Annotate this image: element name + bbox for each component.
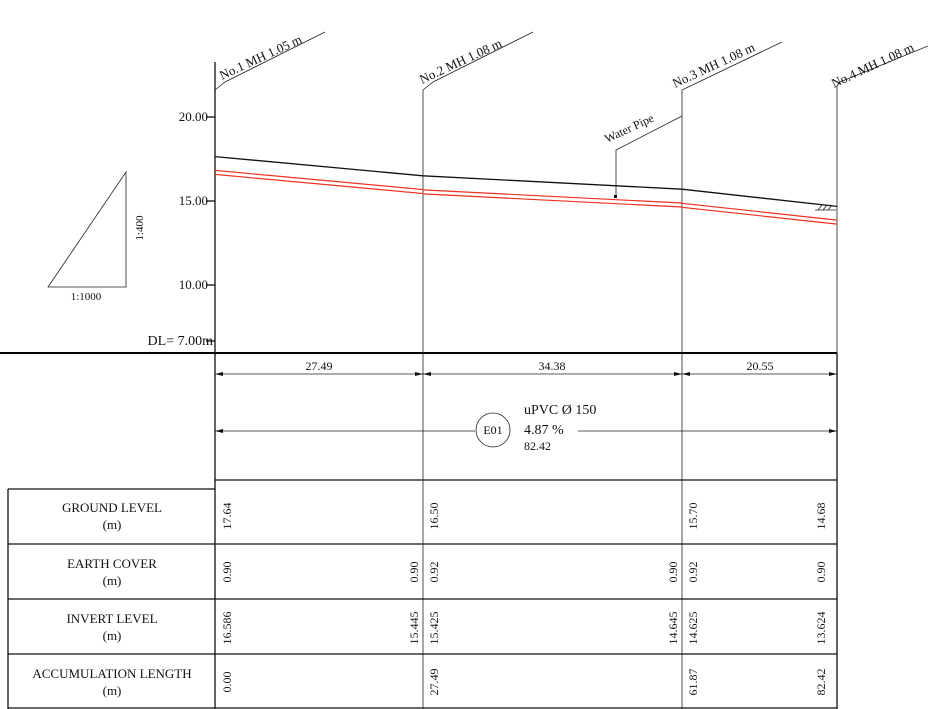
accumulation-length-mh1: 0.00 <box>220 672 234 693</box>
manhole-3-label: No.3 MH 1.08 m <box>670 39 757 90</box>
ground-hatch-symbol <box>815 204 836 211</box>
earth-cover-mh3-in: 0.90 <box>666 562 680 583</box>
manhole-1-leader <box>214 31 326 91</box>
hatch-1 <box>817 204 823 211</box>
arrow-2b <box>674 372 682 376</box>
segment-length-2: 34.38 <box>539 359 566 373</box>
elevation-axis: 20.00 15.00 10.00 DL= 7.00m <box>148 62 216 355</box>
segment-dimensions: 27.49 34.38 20.55 <box>215 359 837 376</box>
row-unit-ground-level: (m) <box>103 517 122 532</box>
elevation-label-20: 20.00 <box>179 109 208 124</box>
manhole-3-leader <box>681 41 783 113</box>
invert-level-mh4: 13.624 <box>814 612 828 645</box>
manhole-2-leader <box>422 31 534 91</box>
earth-cover-mh2-out: 0.92 <box>427 562 441 583</box>
invert-level-mh2-in: 15.445 <box>407 612 421 645</box>
accumulation-length-mh2: 27.49 <box>427 669 441 696</box>
pipe-total-length: 82.42 <box>524 439 551 453</box>
data-table: GROUND LEVEL (m) EARTH COVER (m) INVERT … <box>7 488 837 709</box>
row-label-invert-level: INVERT LEVEL <box>66 611 157 626</box>
pipe-top-line <box>214 169 838 221</box>
profile-lines <box>214 155 838 225</box>
row-unit-invert-level: (m) <box>103 628 122 643</box>
ground-level-line <box>214 155 838 208</box>
invert-level-mh2-out: 15.425 <box>427 612 441 645</box>
hatch-3 <box>827 204 833 211</box>
invert-level-mh1: 16.586 <box>220 612 234 645</box>
arrow-1a <box>215 372 223 376</box>
manhole-2-label: No.2 MH 1.08 m <box>417 35 504 86</box>
water-pipe-marker <box>614 195 617 198</box>
pipe-material: uPVC Ø 150 <box>524 403 596 418</box>
pipe-invert-line <box>214 173 838 225</box>
scale-triangle-shape <box>47 170 127 288</box>
accumulation-length-mh3: 61.87 <box>686 669 700 696</box>
arrow-1b <box>415 372 423 376</box>
hatch-2 <box>822 204 828 211</box>
pipe-tag-circle <box>475 412 511 448</box>
manhole-labels: No.1 MH 1.05 m No.2 MH 1.08 m No.3 MH 1.… <box>214 31 928 113</box>
invert-level-mh3-out: 14.625 <box>686 612 700 645</box>
segment-length-1: 27.49 <box>306 359 333 373</box>
ground-level-mh3: 15.70 <box>686 503 700 530</box>
row-label-ground-level: GROUND LEVEL <box>62 500 162 515</box>
ground-level-mh4: 14.68 <box>814 503 828 530</box>
earth-cover-mh2-in: 0.90 <box>407 562 421 583</box>
water-pipe-label: Water Pipe <box>602 111 656 146</box>
pipe-spec-arrow-left <box>215 429 223 433</box>
row-unit-earth-cover: (m) <box>103 573 122 588</box>
segment-length-3: 20.55 <box>747 359 774 373</box>
arrow-3b <box>829 372 837 376</box>
water-pipe-leader <box>615 115 683 197</box>
earth-cover-mh4: 0.90 <box>814 562 828 583</box>
pipe-spec-arrow-right <box>829 429 837 433</box>
row-label-earth-cover: EARTH COVER <box>67 556 157 571</box>
invert-level-mh3-in: 14.645 <box>666 612 680 645</box>
elevation-label-10: 10.00 <box>179 277 208 292</box>
arrow-2a <box>423 372 431 376</box>
scale-triangle: 1:400 1:1000 <box>47 170 146 303</box>
horizontal-scale-label: 1:1000 <box>71 291 102 303</box>
pipe-slope: 4.87 % <box>524 423 564 438</box>
manhole-4-label: No.4 MH 1.08 m <box>829 39 916 90</box>
manhole-4-leader <box>836 45 928 87</box>
manhole-1-label: No.1 MH 1.05 m <box>217 31 304 82</box>
vertical-scale-label: 1:400 <box>134 215 146 241</box>
row-label-accumulation-length: ACCUMULATION LENGTH <box>32 666 191 681</box>
ground-level-mh1: 17.64 <box>220 503 234 530</box>
earth-cover-mh1: 0.90 <box>220 562 234 583</box>
pipe-tag: E01 <box>483 423 502 437</box>
datum-label: DL= 7.00m <box>148 334 214 349</box>
accumulation-length-mh4: 82.42 <box>814 669 828 696</box>
earth-cover-mh3-out: 0.92 <box>686 562 700 583</box>
row-unit-accumulation-length: (m) <box>103 683 122 698</box>
ground-level-mh2: 16.50 <box>427 503 441 530</box>
arrow-3a <box>682 372 690 376</box>
water-pipe-callout: Water Pipe <box>602 111 683 198</box>
pipe-spec: E01 uPVC Ø 150 4.87 % 82.42 <box>215 403 837 453</box>
elevation-label-15: 15.00 <box>179 193 208 208</box>
